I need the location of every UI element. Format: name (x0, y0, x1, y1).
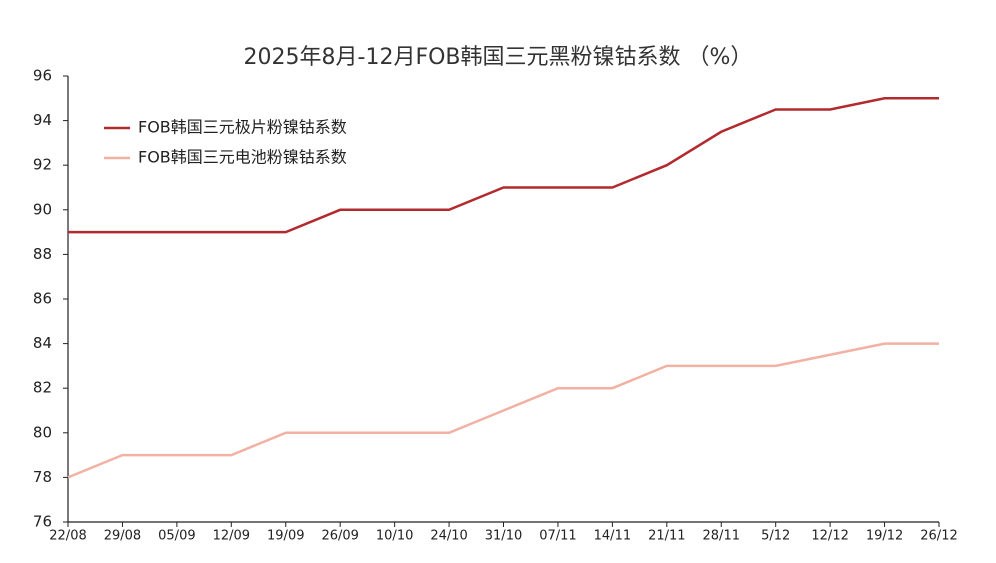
x-tick-label: 26/09 (321, 529, 358, 544)
x-tick-label: 07/11 (539, 529, 576, 544)
y-tick-label: 82 (33, 379, 52, 397)
y-tick-label: 96 (33, 67, 52, 85)
x-tick-label: 19/09 (267, 529, 304, 544)
y-tick-label: 86 (33, 290, 52, 308)
x-tick-label: 26/12 (920, 529, 957, 544)
y-tick-label: 80 (33, 423, 52, 441)
x-tick-label: 24/10 (430, 529, 467, 544)
x-tick-label: 10/10 (376, 529, 413, 544)
x-tick-label: 28/11 (703, 529, 740, 544)
series-line (68, 97, 939, 234)
y-tick-label: 92 (33, 156, 52, 174)
x-tick-label: 22/08 (49, 529, 86, 544)
y-tick-label: 88 (33, 245, 52, 263)
series-line (67, 342, 939, 479)
x-tick-label: 05/09 (158, 529, 195, 544)
y-tick-label: 78 (33, 468, 52, 486)
x-tick-label: 21/11 (648, 529, 685, 544)
legend-label: FOB韩国三元电池粉镍钴系数 (138, 148, 347, 167)
y-tick-label: 94 (33, 111, 52, 129)
chart-title: 2025年8月-12月FOB韩国三元黑粉镍钴系数 （%） (244, 45, 753, 70)
x-tick-label: 19/12 (866, 529, 903, 544)
y-tick-label: 84 (33, 334, 52, 352)
x-tick-label: 29/08 (104, 529, 141, 544)
x-tick-label: 14/11 (594, 529, 631, 544)
x-tick-label: 12/09 (213, 529, 250, 544)
x-tick-label: 5/12 (761, 529, 790, 544)
legend-label: FOB韩国三元极片粉镍钴系数 (138, 118, 347, 137)
x-tick-label: 31/10 (485, 529, 522, 544)
y-tick-label: 90 (33, 200, 52, 218)
y-tick-label: 76 (33, 513, 52, 531)
x-tick-label: 12/12 (811, 529, 848, 544)
